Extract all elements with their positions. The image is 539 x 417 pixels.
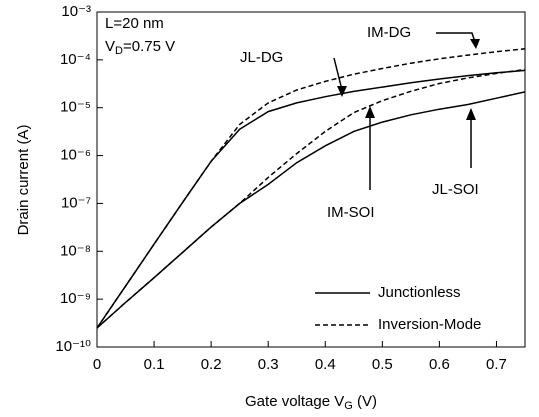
arrow-head bbox=[337, 86, 347, 97]
legend-label: Inversion-Mode bbox=[378, 316, 481, 333]
arrow-head bbox=[466, 108, 476, 120]
series-label: IM-DG bbox=[367, 24, 411, 41]
x-tick-label: 0.4 bbox=[315, 356, 336, 373]
arrow bbox=[436, 32, 476, 43]
x-axis-label-part: (V) bbox=[353, 393, 377, 410]
plot-frame bbox=[96, 11, 526, 348]
annotation-part: V bbox=[105, 38, 115, 55]
y-tick-label: 10⁻⁷ bbox=[61, 194, 91, 211]
series-line bbox=[96, 48, 526, 329]
x-tick-label: 0.6 bbox=[429, 356, 450, 373]
x-tick-label: 0.7 bbox=[486, 356, 507, 373]
y-axis-label: Drain current (A) bbox=[15, 125, 32, 236]
x-tick-label: 0.5 bbox=[372, 356, 393, 373]
x-axis-label-part: Gate voltage V bbox=[245, 393, 344, 410]
y-tick-label: 10⁻⁶ bbox=[60, 147, 91, 164]
annotation: VD=0.75 V bbox=[105, 38, 175, 57]
y-tick-label: 10⁻⁸ bbox=[60, 242, 91, 259]
x-axis-label-sub: G bbox=[344, 400, 353, 412]
arrows bbox=[333, 32, 480, 190]
annotation-sub: D bbox=[115, 45, 123, 57]
series-label: JL-SOI bbox=[432, 181, 479, 198]
annotation: L=20 nm bbox=[105, 15, 164, 32]
y-tick-label: 10⁻⁴ bbox=[60, 51, 91, 68]
series-line bbox=[96, 68, 526, 329]
annotation-part: =0.75 V bbox=[123, 38, 175, 55]
legend-label: Junctionless bbox=[378, 284, 461, 301]
y-tick-label: 10⁻⁵ bbox=[60, 99, 91, 116]
x-tick-label: 0.3 bbox=[258, 356, 279, 373]
x-tick-label: 0.1 bbox=[144, 356, 165, 373]
series-line bbox=[96, 91, 526, 329]
arrow bbox=[333, 57, 343, 91]
series-label: JL-DG bbox=[240, 49, 283, 66]
series-label: IM-SOI bbox=[327, 204, 375, 221]
series-line bbox=[96, 69, 526, 329]
x-tick-label: 0 bbox=[93, 356, 101, 373]
x-axis-label: Gate voltage VG (V) bbox=[245, 393, 377, 412]
y-tick-label: 10⁻⁹ bbox=[60, 290, 91, 307]
y-tick-label: 10⁻³ bbox=[61, 3, 91, 20]
arrow-head bbox=[470, 39, 480, 49]
y-tick-label: 10⁻¹⁰ bbox=[55, 338, 91, 355]
x-tick-label: 0.2 bbox=[201, 356, 222, 373]
arrow-head bbox=[365, 106, 375, 118]
